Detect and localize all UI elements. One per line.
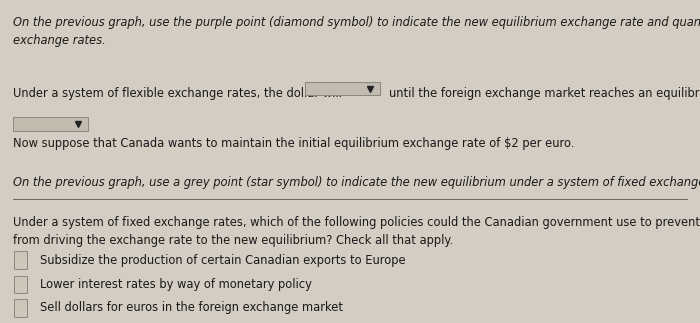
Text: Sell dollars for euros in the foreign exchange market: Sell dollars for euros in the foreign ex…	[40, 301, 343, 314]
Text: Under a system of fixed exchange rates, which of the following policies could th: Under a system of fixed exchange rates, …	[13, 216, 700, 247]
Bar	[14, 276, 27, 293]
Text: Subsidize the production of certain Canadian exports to Europe: Subsidize the production of certain Cana…	[40, 254, 405, 266]
Bar	[13, 117, 88, 131]
Text: On the previous graph, use the purple point (diamond symbol) to indicate the new: On the previous graph, use the purple po…	[13, 16, 700, 47]
Bar	[14, 251, 27, 269]
Bar	[304, 82, 380, 95]
Bar	[14, 299, 27, 317]
Text: Now suppose that Canada wants to maintain the initial equilibrium exchange rate : Now suppose that Canada wants to maintai…	[13, 137, 574, 150]
Text: Lower interest rates by way of monetary policy: Lower interest rates by way of monetary …	[40, 278, 312, 291]
Text: On the previous graph, use a grey point (star symbol) to indicate the new equili: On the previous graph, use a grey point …	[13, 176, 700, 189]
Text: Under a system of flexible exchange rates, the dollar will: Under a system of flexible exchange rate…	[13, 87, 342, 100]
Text: until the foreign exchange market reaches an equilibrium exchange rate of: until the foreign exchange market reache…	[389, 87, 700, 100]
